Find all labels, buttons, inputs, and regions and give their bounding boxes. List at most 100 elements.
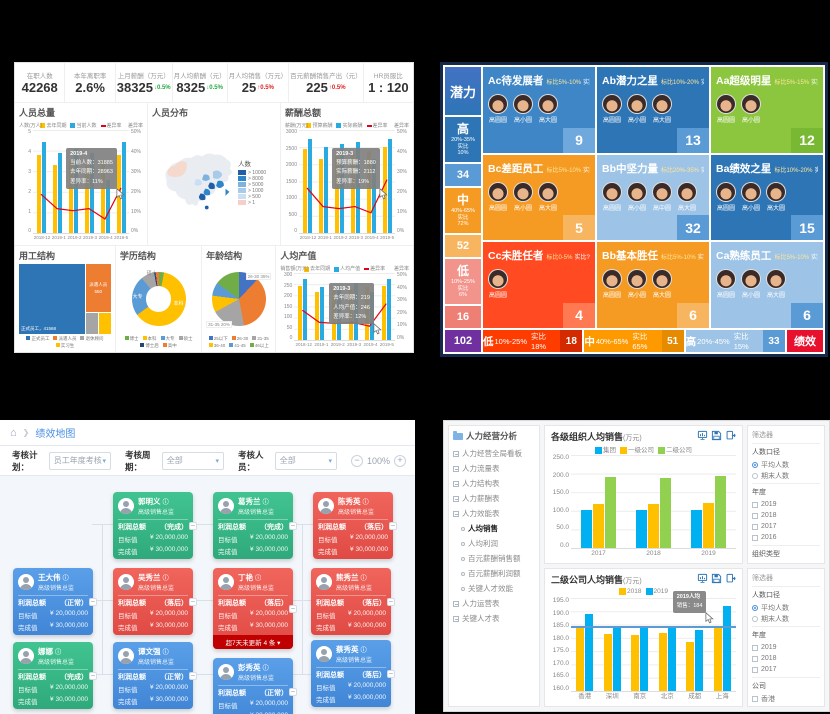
tree-item-人力流量表[interactable]: 人力流量表 [453, 461, 535, 476]
employee[interactable]: 高大圆 [538, 181, 558, 212]
legend-item[interactable]: 集团 [595, 444, 616, 454]
info-icon[interactable]: ⓘ [360, 576, 367, 582]
employee[interactable]: 高圆圆 [488, 269, 508, 299]
checkbox-option-香港[interactable]: 香港 [752, 693, 820, 704]
breadcrumb-current[interactable]: 绩效地图 [35, 429, 76, 440]
legend-item[interactable]: 2019 [645, 588, 668, 596]
radio-option-平均人数[interactable]: 平均人数 [752, 602, 820, 613]
legend-item[interactable]: 预算薪酬 [306, 122, 332, 129]
checkbox-option-2016[interactable]: 2016 [752, 532, 820, 543]
collapse-handle[interactable]: – [389, 521, 397, 530]
employee[interactable]: 高小圆 [741, 181, 761, 212]
legend-item[interactable]: 去年同期 [40, 122, 66, 129]
employee[interactable]: 高大圆 [766, 181, 786, 212]
employee[interactable]: 高圆圆 [716, 181, 736, 212]
employee[interactable]: 高小圆 [627, 269, 647, 299]
collapse-handle[interactable]: – [289, 687, 297, 696]
employee[interactable]: 高小圆 [513, 94, 533, 124]
legend-item[interactable]: 2018 [619, 588, 642, 596]
legend-item[interactable]: 退休顾问 [80, 336, 103, 342]
org-card-谭文强[interactable]: 谭文强 ⓘ 高级销售总监 利润总额 （正常） 目标值 ¥ 20,000,000 完成值… [113, 642, 197, 709]
legend-item[interactable]: > 5000 [238, 182, 276, 188]
treemap-block-regular[interactable]: 正式员工，41568 [19, 264, 85, 334]
legend-item[interactable]: 大专 [160, 336, 175, 342]
tree-item-关键人才表[interactable]: 关键人才表 [453, 611, 535, 626]
legend-item[interactable]: 本科 [142, 336, 157, 342]
org-card-丁艳[interactable]: 丁艳 ⓘ 高级销售总监 利润总额 （落后） 目标值 ¥ 20,000,000 完成值 ¥… [213, 568, 297, 649]
info-icon[interactable]: ⓘ [162, 576, 169, 582]
employee[interactable]: 高圆圆 [488, 181, 508, 212]
employee[interactable]: 高小圆 [627, 94, 647, 124]
info-icon[interactable]: ⓘ [55, 650, 62, 656]
plan-select[interactable]: 员工年度考核 ▾ [48, 451, 111, 470]
employee[interactable]: 高圆圆 [488, 94, 508, 124]
employee[interactable]: 高大圆 [652, 94, 672, 124]
legend-item[interactable]: 41-45 [229, 343, 246, 349]
org-card-葛秀兰[interactable]: 葛秀兰 ⓘ 高级销售总监 利润总额 （完成） 目标值 ¥ 20,000,000 完成值… [213, 492, 297, 559]
legend-item[interactable]: 人均产值 [334, 265, 360, 272]
checkbox-option-深圳[interactable]: 深圳 [752, 704, 820, 706]
tree-item-人力效能表[interactable]: 人力效能表 [453, 506, 535, 521]
collapse-handle[interactable]: – [189, 671, 197, 680]
tree-item-人均销售[interactable]: 人均销售 [453, 521, 535, 536]
employee[interactable]: 高大圆 [766, 269, 786, 299]
tree-item-百元薪酬利润额[interactable]: 百元薪酬利润额 [453, 566, 535, 581]
tree-item-人力薪酬表[interactable]: 人力薪酬表 [453, 491, 535, 506]
legend-item[interactable]: 实习生 [55, 343, 74, 349]
info-icon[interactable]: ⓘ [360, 648, 367, 654]
legend-item[interactable]: 26-30 [231, 336, 248, 342]
legend-item[interactable]: 派遣人员 [53, 336, 76, 342]
treemap-block-retired[interactable] [85, 312, 98, 334]
collapse-handle[interactable]: – [89, 597, 97, 606]
export-icon[interactable] [725, 430, 736, 441]
employee[interactable]: 高圆圆 [602, 181, 622, 212]
info-icon[interactable]: ⓘ [262, 666, 269, 672]
org-card-熊秀兰[interactable]: 熊秀兰 ⓘ 高级销售总监 利润总额 （落后） 目标值 ¥ 20,000,000 完成值… [311, 568, 395, 635]
legend-item[interactable]: 一级公司 [620, 444, 654, 454]
org-card-陈秀英[interactable]: 陈秀英 ⓘ 高级销售总监 利润总额 （落后） 目标值 ¥ 20,000,000 完成值… [313, 492, 397, 559]
checkbox-option-2019[interactable]: 2019 [752, 499, 820, 510]
legend-item[interactable]: 博士 [124, 336, 139, 342]
org-card-王大伟[interactable]: 王大伟 ⓘ 高级销售总监 利润总额 （正常） 目标值 ¥ 20,000,000 完成值… [13, 568, 97, 635]
legend-item[interactable]: 46以上 [249, 343, 269, 349]
zoom-in-button[interactable]: + [394, 454, 407, 467]
legend-item[interactable]: 高中 [162, 343, 177, 349]
checkbox-option-2018[interactable]: 2018 [752, 653, 820, 664]
employee[interactable]: 高大圆 [677, 181, 697, 212]
legend-item[interactable]: 36-40 [208, 343, 225, 349]
collapse-handle[interactable]: – [89, 671, 97, 680]
employee[interactable]: 高圆圆 [602, 269, 622, 299]
legend-item[interactable]: > 10000 [238, 170, 276, 176]
checkbox-option-2017[interactable]: 2017 [752, 664, 820, 675]
info-icon[interactable]: ⓘ [255, 576, 262, 582]
legend-item[interactable]: > 1000 [238, 188, 276, 194]
legend-item[interactable]: > 500 [238, 194, 276, 200]
tree-item-关键人才效能[interactable]: 关键人才效能 [453, 581, 535, 596]
employee[interactable]: 高圆圆 [716, 94, 736, 124]
period-select[interactable]: 全部 ▾ [161, 451, 224, 470]
tree-item-人力结构表[interactable]: 人力结构表 [453, 476, 535, 491]
legend-item[interactable]: 二级公司 [658, 444, 692, 454]
board-icon[interactable] [697, 430, 708, 441]
checkbox-option-2019[interactable]: 2019 [752, 642, 820, 653]
save-icon[interactable] [711, 573, 722, 584]
tree-item-百元薪酬销售额[interactable]: 百元薪酬销售额 [453, 551, 535, 566]
radio-option-平均人数[interactable]: 平均人数 [752, 459, 820, 470]
employee[interactable]: 高小圆 [741, 94, 761, 124]
legend-item[interactable]: 25以下 [208, 336, 228, 342]
collapse-handle[interactable]: – [189, 521, 197, 530]
tree-item-人均利润[interactable]: 人均利润 [453, 536, 535, 551]
person-select[interactable]: 全部 ▾ [274, 451, 337, 470]
info-icon[interactable]: ⓘ [262, 500, 269, 506]
collapse-handle[interactable]: – [189, 597, 197, 606]
org-card-蔡秀英[interactable]: 蔡秀英 ⓘ 高级销售总监 利润总额 （落后） 目标值 ¥ 20,000,000 完成值… [311, 640, 395, 707]
legend-item[interactable]: > 1 [238, 200, 276, 206]
